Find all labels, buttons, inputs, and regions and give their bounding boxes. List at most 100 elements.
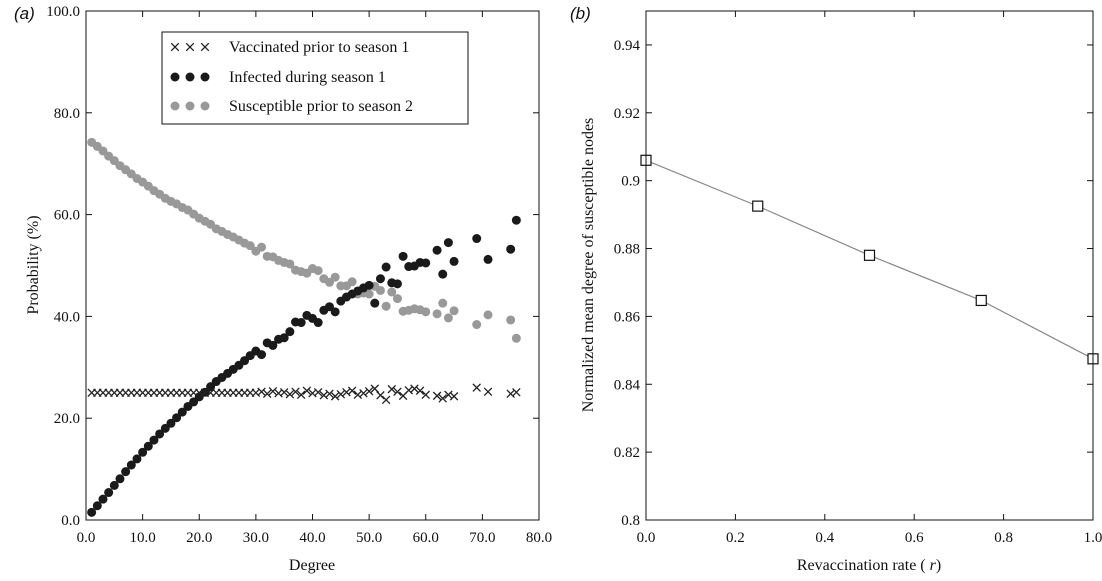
legend-box — [161, 31, 469, 125]
data-point — [166, 418, 176, 428]
panel-b-xlabel: Revaccination rate ( r) — [797, 557, 941, 574]
data-point — [506, 389, 515, 399]
data-point — [432, 245, 442, 255]
data-point — [506, 244, 516, 254]
data-point — [364, 289, 374, 299]
panel-b-xtick-label: 0.2 — [726, 530, 745, 546]
legend-marker-susceptible — [170, 101, 210, 111]
panel-a-xtick-label: 50.0 — [356, 530, 382, 546]
legend-marker-infected — [170, 72, 210, 82]
legend-marker-glyph — [200, 72, 210, 82]
data-point — [285, 327, 295, 337]
data-point — [381, 301, 391, 311]
panel-b-xlabel-close: ) — [936, 557, 941, 574]
series-0 — [87, 383, 521, 405]
data-point — [279, 387, 289, 397]
data-point — [87, 507, 97, 517]
panel-b-series — [640, 154, 1099, 365]
panel-a-ytick-label: 20.0 — [54, 411, 80, 427]
panel-a-label: (a) — [14, 4, 35, 23]
data-point — [512, 387, 521, 397]
data-point — [370, 298, 380, 308]
data-point — [415, 386, 425, 395]
panel-b-ytick-label: 0.86 — [614, 309, 641, 325]
data-point — [364, 280, 374, 290]
panel-a: (a) 0.0 10.0 20.0 30.0 40.0 50.0 60.0 70.0 80.00… — [14, 4, 552, 574]
data-point — [245, 241, 255, 251]
data-point — [863, 249, 876, 261]
data-point — [302, 386, 312, 395]
data-point — [752, 200, 764, 212]
data-point — [268, 340, 278, 350]
panel-b-ytick-label: 0.84 — [614, 377, 641, 393]
data-point — [449, 256, 459, 266]
panel-b-ytick-label: 0.8 — [621, 513, 640, 529]
data-point — [257, 242, 267, 252]
data-point — [138, 447, 148, 457]
panel-a-series — [87, 137, 521, 517]
data-point — [177, 407, 187, 417]
panel-b-xtick-label: 0.4 — [815, 530, 834, 546]
data-point — [257, 350, 267, 360]
data-point — [98, 494, 108, 504]
legend-marker-glyph — [170, 101, 180, 111]
data-point — [443, 313, 453, 323]
panel-b-ytick-label: 0.9 — [621, 174, 640, 190]
data-point — [296, 390, 306, 400]
data-point — [359, 388, 368, 398]
data-point — [330, 307, 340, 317]
data-point — [330, 272, 340, 282]
panel-a-xtick-label: 20.0 — [186, 530, 212, 546]
data-point — [381, 395, 391, 405]
data-point — [511, 215, 521, 225]
data-point — [410, 384, 419, 393]
panel-a-xtick-label: 10.0 — [130, 530, 156, 546]
data-point — [472, 383, 481, 392]
data-point — [285, 390, 295, 399]
data-point — [325, 389, 334, 399]
data-point — [511, 333, 521, 343]
data-point — [387, 384, 397, 394]
data-point — [347, 386, 357, 395]
panel-a-xtick-label: 80.0 — [526, 530, 552, 546]
panel-b-ticks: 0.0 0.2 0.4 0.6 0.8 1.0 0.8 0.82 0.84 0.86 0.88 0.9… — [614, 11, 1102, 546]
panel-b-ytick-label: 0.88 — [614, 242, 640, 258]
data-point — [126, 460, 136, 470]
panel-b-frame — [645, 10, 1094, 521]
data-point — [132, 454, 142, 464]
panel-a-ylabel: Probability (%) — [25, 215, 42, 314]
data-point — [347, 277, 357, 287]
data-point — [443, 238, 453, 248]
legend-marker-glyph — [170, 72, 180, 82]
panel-b-xtick-label: 0.6 — [905, 530, 924, 546]
data-point — [483, 254, 493, 264]
series-1 — [87, 215, 521, 517]
data-point — [109, 480, 119, 490]
data-point — [330, 392, 340, 401]
data-point — [155, 429, 165, 439]
data-point — [257, 387, 266, 396]
legend-entry-susceptible: Susceptible prior to season 2 — [229, 98, 413, 115]
data-point — [404, 385, 414, 395]
legend-marker-vaccinated — [170, 42, 210, 52]
data-point — [172, 413, 182, 423]
data-point — [296, 318, 306, 328]
data-point — [336, 390, 346, 399]
data-point — [392, 279, 402, 289]
data-point — [375, 274, 385, 284]
panel-a-ytick-label: 0.0 — [61, 513, 80, 529]
legend-marker-glyph — [185, 72, 195, 82]
panel-b-xtick-label: 1.0 — [1084, 530, 1102, 546]
panel-b-xtick-label: 0.8 — [994, 530, 1013, 546]
legend-entry-vaccinated: Vaccinated prior to season 1 — [229, 39, 409, 56]
data-point — [438, 269, 448, 279]
data-point — [398, 251, 408, 261]
panel-b: (b) 0.0 0.2 0.4 0.6 0.8 1.0 0.8 0.82 0.84 0.86 0.8… — [570, 4, 1102, 574]
panel-a-ytick-label: 80.0 — [54, 106, 80, 122]
data-point — [387, 287, 397, 297]
panel-b-xlabel-var: r — [930, 557, 937, 574]
data-point — [342, 387, 351, 397]
panel-b-ylabel: Normalized mean degree of susceptible no… — [580, 118, 597, 413]
panel-a-ytick-label: 100.0 — [46, 4, 80, 20]
panel-b-xlabel-text: Revaccination rate ( — [797, 557, 926, 574]
